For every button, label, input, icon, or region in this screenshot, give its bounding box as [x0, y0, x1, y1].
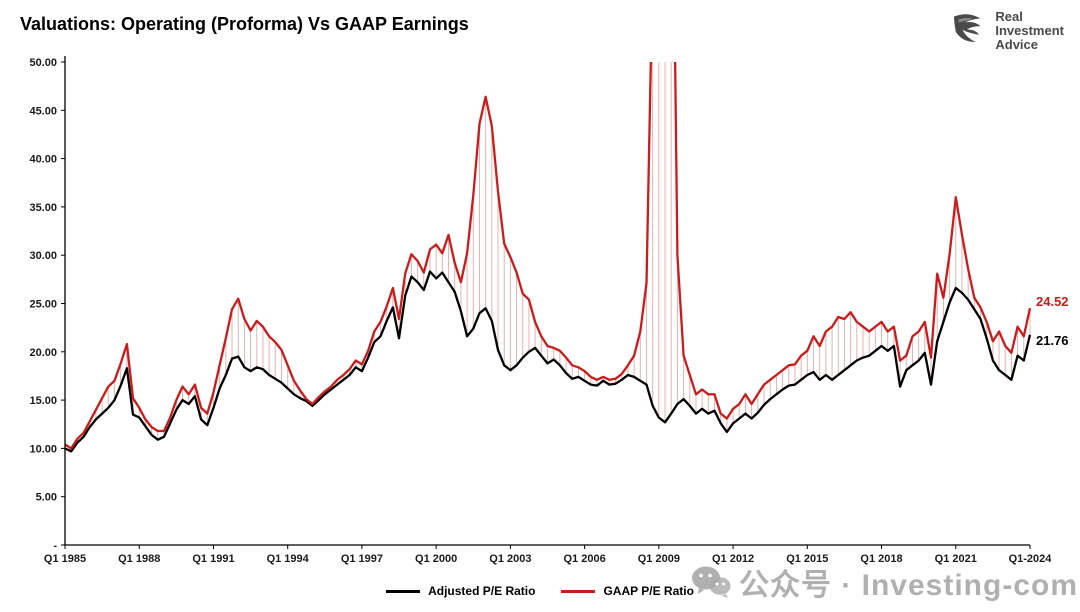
ria-logo: Real Investment Advice	[951, 9, 1064, 53]
chart-legend: Adjusted P/E Ratio GAAP P/E Ratio	[0, 584, 1080, 598]
y-tick-label: 20.00	[29, 347, 57, 359]
y-tick-label: 25.00	[29, 299, 57, 311]
eagle-icon	[954, 14, 981, 42]
logo-text: Real Investment Advice	[995, 9, 1064, 53]
gaap-pe-line	[64, 62, 1031, 450]
adjusted-end-value-label: 21.76	[1036, 333, 1069, 348]
y-tick-label: 50.00	[29, 57, 57, 69]
legend-item-gaap: GAAP P/E Ratio	[561, 584, 694, 598]
x-tick-label: Q1 2003	[489, 553, 531, 565]
logo-line-2: Investment	[995, 23, 1064, 39]
x-tick-label: Q1 1994	[267, 553, 310, 565]
x-tick-label: Q1 1985	[44, 553, 86, 565]
x-tick-label: Q1 2012	[712, 553, 754, 565]
x-tick-label: Q1 2015	[786, 553, 828, 565]
adjusted-pe-line	[64, 270, 1031, 453]
y-tick-label: 15.00	[29, 395, 57, 407]
adjusted-line-swatch	[386, 589, 421, 593]
series-lines	[64, 62, 1031, 453]
chart-title: Valuations: Operating (Proforma) Vs GAAP…	[20, 14, 469, 34]
y-tick-label: 5.00	[36, 492, 57, 504]
gaap-end-value-label: 24.52	[1036, 294, 1069, 309]
gaap-line-swatch	[561, 589, 596, 593]
legend-label-adjusted: Adjusted P/E Ratio	[428, 584, 536, 598]
x-tick-label: Q1 2006	[564, 553, 606, 565]
y-tick-label: 45.00	[29, 105, 57, 117]
series-gap-hatch	[64, 62, 1031, 452]
x-tick-label: Q1 2018	[860, 553, 902, 565]
logo-line-1: Real	[995, 9, 1023, 24]
x-tick-label: Q1 1991	[192, 553, 234, 565]
y-tick-label: 35.00	[29, 202, 57, 214]
x-tick-label: Q1 2000	[415, 553, 457, 565]
logo-line-3: Advice	[995, 37, 1038, 53]
legend-label-gaap: GAAP P/E Ratio	[603, 584, 694, 598]
x-tick-label: Q1 2021	[935, 553, 977, 565]
axes: - 5.00 10.00 15.00 20.00 25.00 30.00 35.00 40.00…	[29, 56, 1052, 565]
x-tick-label: Q1 1988	[118, 553, 160, 565]
x-tick-label: Q1-2024	[1009, 553, 1053, 565]
y-tick-label: -	[53, 540, 57, 552]
y-tick-label: 30.00	[29, 250, 57, 262]
y-tick-label: 10.00	[29, 443, 57, 455]
y-tick-label: 40.00	[29, 154, 57, 166]
x-tick-label: Q1 2009	[638, 553, 680, 565]
x-tick-label: Q1 1997	[341, 553, 383, 565]
legend-item-adjusted: Adjusted P/E Ratio	[386, 584, 535, 598]
